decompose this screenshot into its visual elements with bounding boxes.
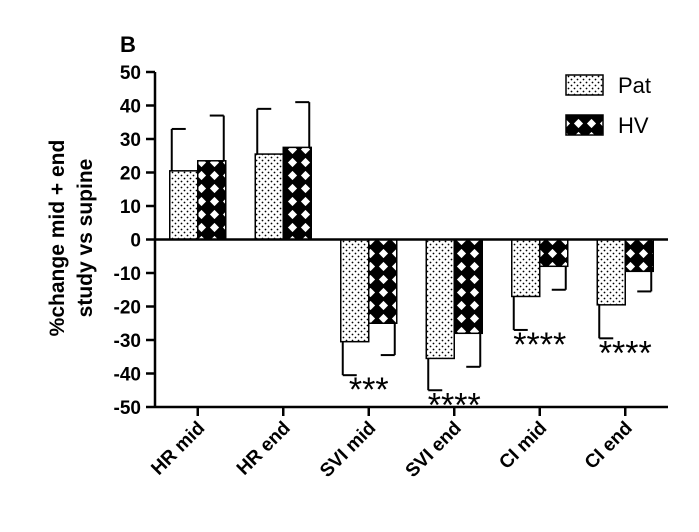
y-tick-label: -20 (114, 298, 141, 319)
y-tick-label: 0 (130, 231, 141, 252)
bar (453, 238, 483, 335)
bar (624, 238, 654, 273)
y-axis-label-line-2: study vs supine (74, 159, 97, 318)
x-tick-label: SVI end (402, 418, 466, 482)
x-tick-label: CI end (581, 418, 637, 474)
bar (282, 146, 312, 241)
bar (340, 238, 370, 343)
legend: Pat HV (565, 73, 651, 138)
significance-label: **** (599, 334, 652, 372)
bar (511, 238, 541, 298)
y-axis-label: %change mid + end study vs supine (46, 140, 97, 337)
y-tick-label: 20 (120, 164, 141, 185)
y-tick-label: 50 (120, 63, 141, 84)
x-tick-label: SVI mid (316, 418, 380, 482)
bar (197, 160, 227, 241)
legend-swatch-hv (565, 114, 604, 136)
bar (169, 170, 199, 241)
legend-swatch-pat (565, 74, 604, 96)
bar (425, 238, 455, 360)
x-axis: HR mid HR end SVI mid SVI end CI mid CI end (147, 405, 668, 482)
y-tick-label: 10 (120, 197, 141, 218)
y-tick-label: 30 (120, 130, 141, 151)
bar (596, 238, 626, 306)
x-tick-label: CI mid (495, 418, 551, 474)
bar (368, 238, 398, 324)
y-tick-label: -50 (114, 398, 141, 419)
y-tick-label: -40 (114, 365, 141, 386)
error-bars (170, 101, 653, 392)
significance-label: **** (513, 326, 566, 364)
significance-label: **** (428, 386, 481, 424)
annotations: *** ******** **** (349, 326, 652, 424)
x-tick-label: HR mid (147, 418, 209, 480)
significance-label: *** (349, 371, 389, 409)
y-tick-label: -30 (114, 331, 141, 352)
legend-label-pat: Pat (618, 73, 651, 98)
y-axis-label-line-1: %change mid + end (46, 140, 69, 337)
legend-label-hv: HV (618, 113, 649, 138)
x-tick-label: HR end (233, 418, 295, 480)
y-tick-label: -10 (114, 264, 141, 285)
bar (254, 153, 284, 241)
y-axis: -50 -40 -30 -20 -10 0 10 20 30 40 50 (114, 63, 157, 419)
bar (539, 238, 569, 268)
panel-label: B (120, 32, 136, 57)
bars (169, 146, 654, 360)
y-tick-label: 40 (120, 97, 141, 118)
